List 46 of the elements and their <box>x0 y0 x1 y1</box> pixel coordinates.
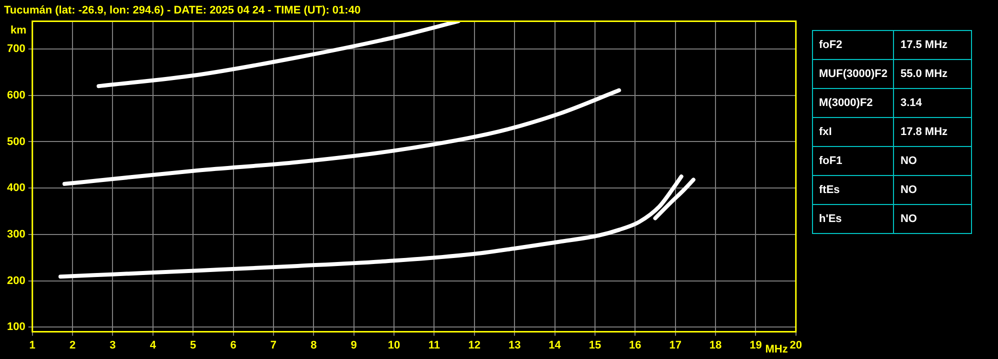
x-tick-label: 19 <box>750 339 762 352</box>
x-tick-label: 14 <box>548 339 562 352</box>
x-tick-label: 11 <box>428 339 440 352</box>
y-tick-label: 100 <box>6 321 26 334</box>
text: fxI <box>812 118 894 146</box>
y-tick-label: 400 <box>6 182 26 194</box>
x-tick-label: 1 <box>29 339 36 352</box>
text: M(3000)F2 <box>812 88 894 118</box>
text: NO <box>894 204 972 234</box>
x-tick-label: 16 <box>629 339 642 352</box>
x-tick-label: 7 <box>270 339 277 352</box>
y-axis-title: km <box>10 24 27 37</box>
y-tick-label: 700 <box>6 43 26 56</box>
x-axis-title: MHz <box>765 343 788 356</box>
text: MUF(3000)F2 <box>812 60 894 88</box>
line-series <box>62 88 622 186</box>
x-tick-label: 15 <box>588 339 602 352</box>
text: foF1 <box>812 146 894 176</box>
text: 55.0 MHz <box>894 60 972 88</box>
x-tick-label: 2 <box>69 339 76 352</box>
y-tick-label: 500 <box>6 136 26 148</box>
text: 17.8 MHz <box>894 118 972 146</box>
text: 3.14 <box>894 88 972 118</box>
y-tick-label: 600 <box>6 89 26 102</box>
x-tick-label: 10 <box>388 339 400 352</box>
x-tick-label: 20 <box>790 339 802 352</box>
y-tick-label: 300 <box>6 228 26 240</box>
x-tick-label: 6 <box>230 339 236 352</box>
x-tick-label: 17 <box>669 339 682 352</box>
text: NO <box>894 146 972 176</box>
text: h'Es <box>812 204 894 234</box>
chart-title: Tucumán (lat: -26.9, lon: 294.6) - DATE: 2025 04 24 - TIME (UT): 01:40 <box>4 4 361 17</box>
x-tick-label: 13 <box>508 339 521 352</box>
text: NO <box>894 176 972 204</box>
text: 17.5 MHz <box>894 30 972 60</box>
x-tick-label: 8 <box>310 339 317 352</box>
line-series <box>96 21 460 88</box>
x-tick-label: 4 <box>150 339 157 352</box>
x-tick-label: 3 <box>110 339 116 352</box>
x-tick-label: 9 <box>350 339 357 352</box>
x-tick-label: 12 <box>468 339 481 352</box>
x-tick-label: 5 <box>190 339 196 352</box>
text: foF2 <box>812 30 894 60</box>
y-tick-label: 200 <box>6 274 26 287</box>
text: ftEs <box>812 176 894 204</box>
x-tick-label: 18 <box>709 339 722 352</box>
